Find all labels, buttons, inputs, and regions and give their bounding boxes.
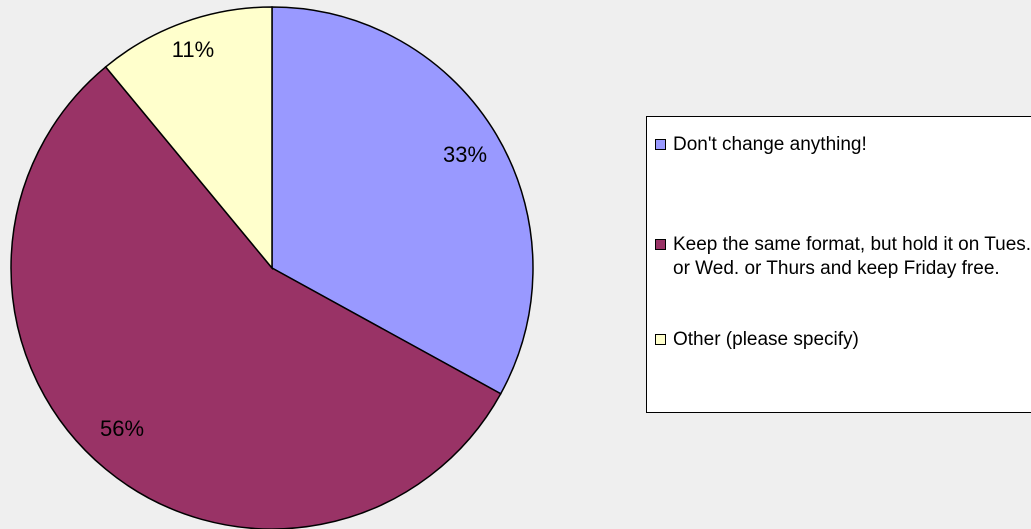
slice-label-3: 11% xyxy=(172,37,214,62)
pie-slice-3 xyxy=(104,6,273,271)
legend-swatch-1 xyxy=(655,139,666,150)
legend-swatch-2 xyxy=(655,239,666,250)
legend-label-1: Don't change anything! xyxy=(673,134,867,155)
legend-item-1: Don't change anything! xyxy=(655,133,1031,157)
pie-slice-2 xyxy=(10,65,502,529)
legend-swatch-3 xyxy=(655,334,666,345)
pie-slice-1 xyxy=(271,6,534,395)
legend-item-3: Other (please specify) xyxy=(655,328,1031,352)
slice-label-1: 33% xyxy=(443,142,487,167)
slice-label-2: 56% xyxy=(100,416,144,441)
legend-item-2: Keep the same format, but hold it on Tue… xyxy=(655,233,1031,281)
legend-label-2: Keep the same format, but hold it on Tue… xyxy=(673,234,1031,279)
legend-label-3: Other (please specify) xyxy=(673,329,859,350)
chart-legend: Don't change anything! Keep the same for… xyxy=(646,116,1031,413)
